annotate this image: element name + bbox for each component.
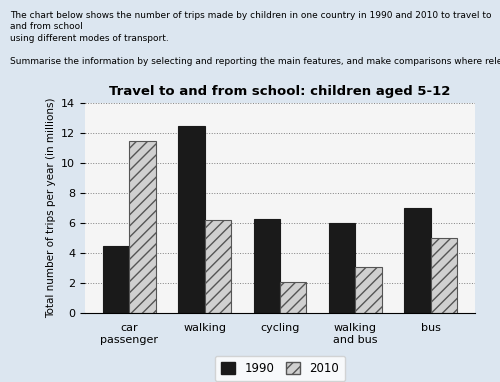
Bar [280, 282, 306, 313]
Y-axis label: Total number of trips per year (in millions): Total number of trips per year (in milli… [46, 98, 56, 319]
Bar [178, 126, 204, 313]
Bar [356, 267, 382, 313]
Text: Summarise the information by selecting and reporting the main features, and make: Summarise the information by selecting a… [10, 57, 500, 66]
Bar [329, 223, 355, 313]
Text: The chart below shows the number of trips made by children in one country in 199: The chart below shows the number of trip… [10, 11, 492, 31]
Title: Travel to and from school: children aged 5-12: Travel to and from school: children aged… [110, 85, 450, 98]
Text: using different modes of transport.: using different modes of transport. [10, 34, 169, 44]
Bar [404, 208, 431, 313]
Bar [204, 220, 231, 313]
Bar [129, 141, 156, 313]
Legend: 1990, 2010: 1990, 2010 [215, 356, 345, 381]
Bar [254, 219, 280, 313]
Bar [431, 238, 458, 313]
Bar [102, 246, 129, 313]
